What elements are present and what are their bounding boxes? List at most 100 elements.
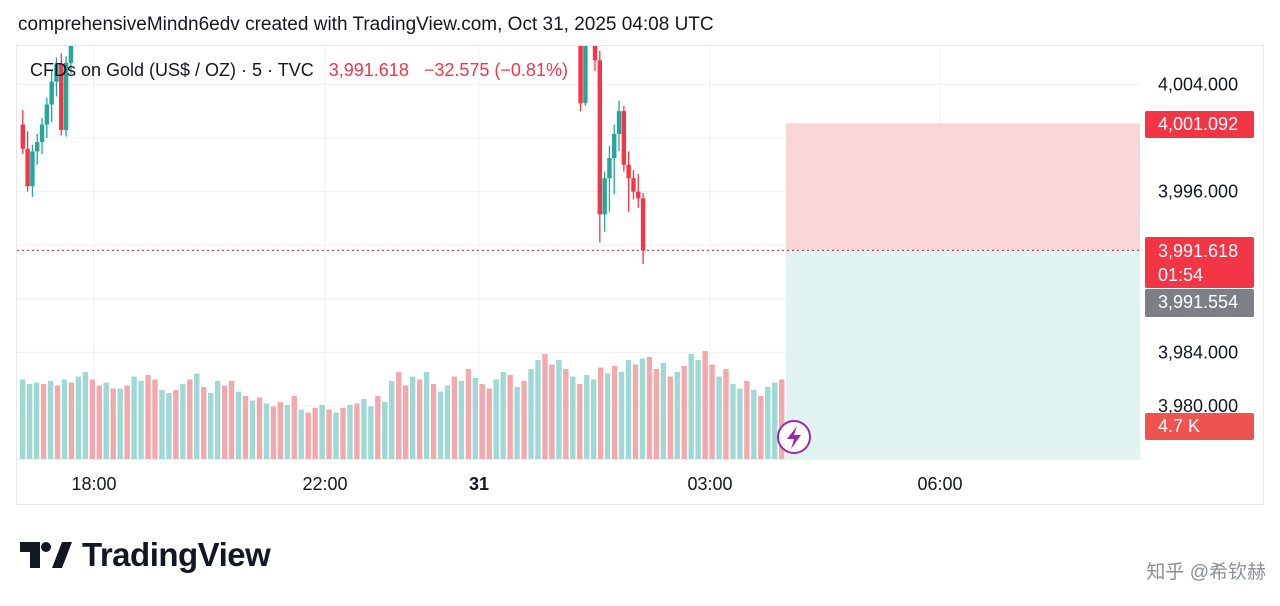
volume-bar — [89, 379, 95, 459]
volume-bar — [103, 382, 109, 459]
candle-body — [63, 62, 69, 130]
candle — [63, 56, 69, 137]
volume-bar — [500, 372, 506, 459]
volume-bar — [674, 372, 680, 459]
volume-bar — [368, 406, 374, 459]
volume-bar — [187, 379, 193, 459]
volume-bar — [40, 384, 47, 459]
last-price: 3,991.618 — [328, 60, 409, 80]
candle — [616, 100, 622, 152]
candle-body — [30, 151, 35, 187]
candle — [636, 174, 641, 208]
stop-price-badge: 4,001.092 — [1158, 114, 1238, 134]
volume-bar — [256, 397, 263, 459]
volume-bar — [535, 360, 541, 459]
volume-bar — [751, 390, 757, 459]
volume-bar — [584, 375, 590, 459]
candle-body — [612, 133, 617, 159]
volume-bar — [430, 384, 437, 459]
chart-frame — [16, 45, 1264, 505]
candles-group — [20, 46, 646, 264]
candle-body — [602, 178, 607, 215]
candle-body — [631, 178, 636, 192]
y-tick-label: 3,984.000 — [1158, 342, 1238, 362]
candle — [626, 151, 631, 212]
volume-bar — [159, 390, 165, 459]
volume-bar — [221, 385, 228, 459]
volume-bar — [291, 396, 297, 459]
volume-bar — [779, 379, 785, 459]
chart-creator-caption: comprehensiveMindn6edv created with Trad… — [18, 14, 714, 35]
candle — [592, 46, 598, 71]
candle-body — [54, 64, 59, 82]
symbol-label: CFDs on Gold (US$ / OZ) · 5 · TVC — [30, 60, 314, 80]
volume-bar — [201, 387, 207, 459]
candle-body — [583, 46, 588, 104]
volume-bar — [521, 381, 527, 459]
volume-bar — [180, 384, 186, 459]
candle-body — [578, 46, 583, 104]
volume-bar — [263, 403, 270, 459]
candle — [612, 124, 617, 195]
volume-bar — [152, 379, 158, 459]
volume-bar — [660, 363, 667, 459]
volume-bar — [138, 381, 144, 459]
candle — [49, 71, 54, 122]
candle-body — [621, 111, 627, 165]
volume-bar — [416, 379, 423, 459]
candle — [54, 57, 59, 97]
volume-bar — [375, 396, 381, 459]
volume-bar — [639, 358, 646, 459]
candle — [39, 117, 45, 155]
volume-bar — [298, 409, 304, 459]
volume-bar — [681, 366, 687, 459]
volume-bar — [702, 351, 708, 459]
volume-bar — [214, 381, 221, 459]
volume-bar — [667, 376, 673, 459]
candle-body — [616, 111, 622, 134]
volume-bar — [507, 375, 513, 459]
candle — [583, 46, 588, 106]
candle-body — [25, 148, 30, 187]
volume-bar — [632, 364, 639, 459]
candle — [25, 131, 30, 192]
x-tick-label: 06:00 — [917, 474, 962, 494]
volume-bar — [166, 393, 172, 459]
candle-body — [44, 104, 50, 125]
volume-bar — [542, 354, 548, 459]
volume-bar — [716, 376, 722, 459]
volume-bar — [340, 408, 346, 459]
x-tick-label: 03:00 — [687, 474, 732, 494]
volume-bar — [117, 388, 123, 459]
volume-bar — [208, 393, 214, 459]
volume-bar — [305, 412, 311, 459]
y-tick-label: 3,980.000 — [1158, 396, 1238, 416]
candle-body — [607, 158, 612, 179]
volume-bar — [653, 369, 660, 459]
volume-bar — [549, 364, 555, 459]
bar-countdown: 01:54 — [1158, 265, 1203, 285]
volume-bar — [131, 376, 137, 459]
x-tick-label: 18:00 — [71, 474, 116, 494]
y-tick-label: 4,004.000 — [1158, 74, 1238, 94]
candle — [621, 105, 627, 172]
chart-legend: CFDs on Gold (US$ / OZ) · 5 · TVC 3,991.… — [30, 60, 568, 81]
volume-bar — [284, 405, 290, 459]
volume-bar — [33, 382, 40, 459]
candle-body — [592, 46, 598, 61]
volume-bar — [591, 379, 597, 459]
last-price-badge: 3,991.618 — [1158, 241, 1238, 261]
candle-body — [597, 60, 603, 215]
volume-bar — [277, 402, 284, 459]
volume-bar — [326, 409, 332, 459]
volume-bar — [493, 379, 499, 459]
candle — [597, 50, 603, 243]
volume-bar — [20, 379, 26, 459]
volume-bar — [319, 405, 325, 459]
volume-bar — [563, 369, 569, 459]
volume-bar — [54, 385, 61, 459]
volume-bar — [145, 375, 151, 459]
candle — [20, 109, 26, 155]
volume-bar — [347, 405, 353, 459]
